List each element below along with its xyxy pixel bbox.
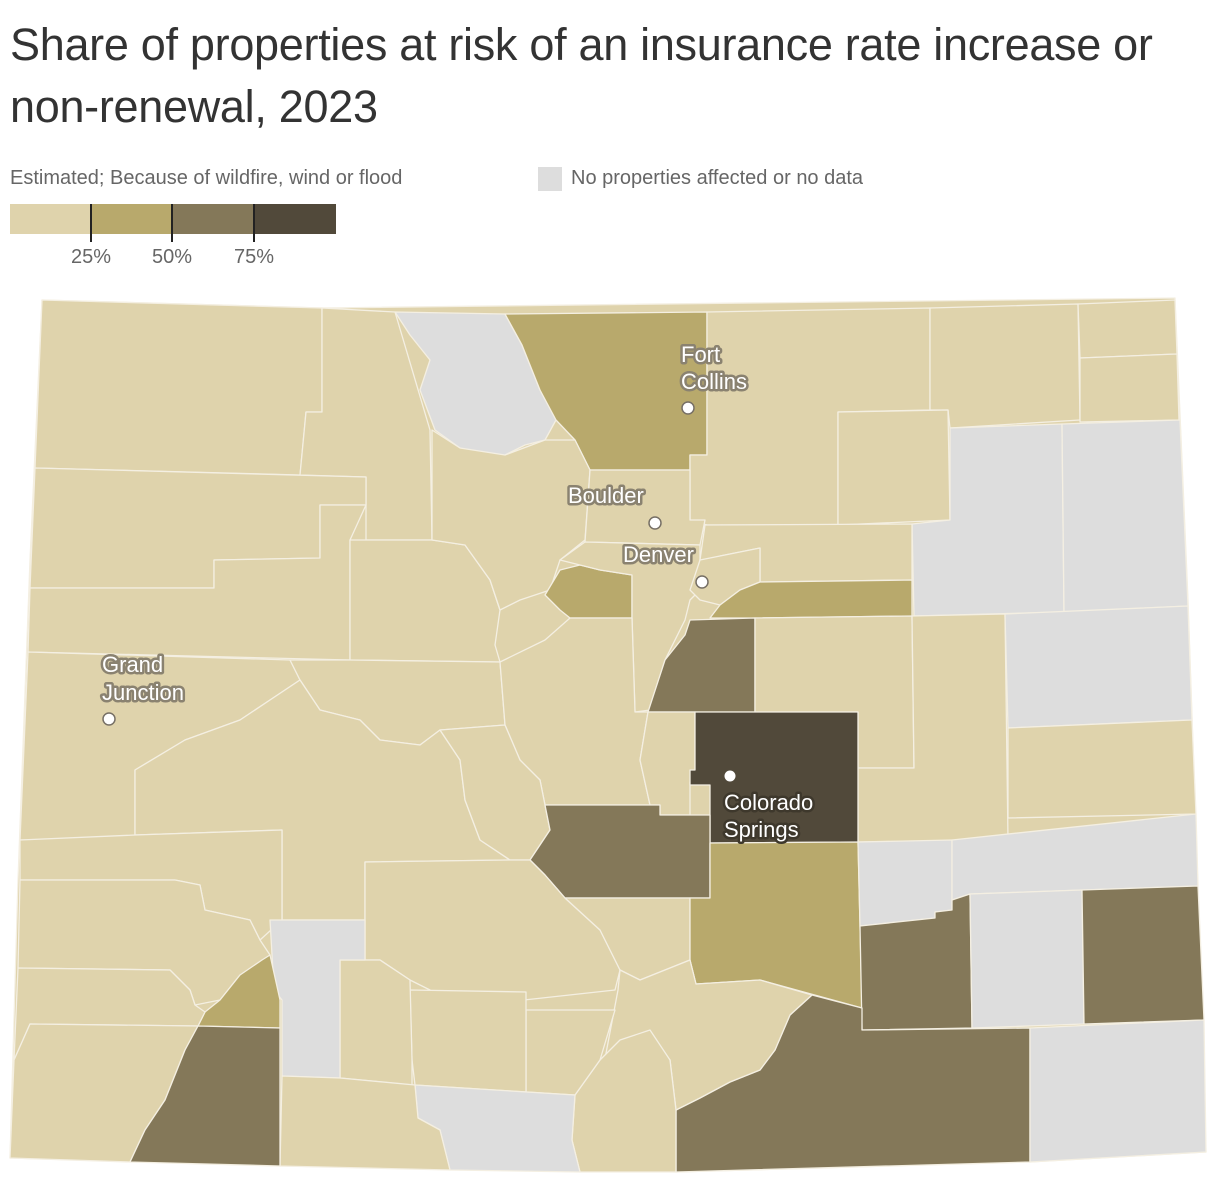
city-boulder: Boulder [566, 481, 662, 530]
tick-label-75: 75% [233, 246, 275, 268]
county-bent-no-data[interactable] [969, 889, 1085, 1029]
city-label-grand-junction-2: Junction [102, 680, 184, 705]
county-baca-no-data[interactable] [1029, 1019, 1207, 1163]
city-dot-icon [724, 770, 736, 782]
tick-label-50: 50% [151, 246, 193, 268]
city-dot-icon [681, 401, 695, 415]
city-label-fort-collins: Fort [681, 342, 720, 367]
no-data-swatch [538, 167, 562, 191]
county-yuma-no-data[interactable] [1061, 419, 1189, 613]
city-dot-icon [102, 712, 116, 726]
city-colorado-springs: Colorado Springs [722, 770, 816, 845]
scale-tick [253, 204, 255, 242]
county-kit-carson-no-data[interactable] [1004, 605, 1193, 729]
scale-tick [90, 204, 92, 242]
city-label-fort-collins-2: Collins [681, 369, 747, 394]
city-label-colorado-springs-2: Springs [724, 817, 799, 842]
city-grand-junction: Grand Junction [100, 650, 186, 726]
legend-subtitle: Estimated; Because of wildfire, wind or … [10, 167, 403, 189]
city-fort-collins: Fort Collins [679, 340, 750, 415]
county-cheyenne[interactable] [1007, 719, 1197, 819]
scale-bin-1 [10, 204, 92, 234]
chart-title: Share of properties at risk of an insura… [10, 19, 1153, 132]
scale-bin-2 [91, 204, 173, 234]
city-label-colorado-springs: Colorado [724, 790, 813, 815]
county-prowers[interactable] [1081, 885, 1205, 1025]
city-dot-icon [648, 516, 662, 530]
county-morgan[interactable] [837, 409, 951, 526]
county-fremont[interactable] [529, 804, 711, 899]
counties [9, 297, 1207, 1173]
city-label-boulder: Boulder [568, 483, 644, 508]
county-sedgwick[interactable] [1077, 299, 1178, 359]
county-archuleta[interactable] [279, 1075, 451, 1171]
county-phillips[interactable] [1079, 353, 1180, 423]
county-rio-grande[interactable] [409, 989, 527, 1093]
scale-tick [171, 204, 173, 242]
no-data-label: No properties affected or no data [571, 167, 864, 189]
county-logan[interactable] [929, 303, 1081, 429]
county-garfield[interactable] [27, 504, 367, 661]
county-el-paso[interactable] [689, 711, 859, 844]
city-dot-icon [695, 575, 709, 589]
city-label-denver: Denver [623, 542, 694, 567]
city-denver: Denver [621, 540, 709, 589]
county-mineral[interactable] [339, 959, 413, 1086]
tick-label-25: 25% [70, 246, 112, 268]
scale-bin-4 [254, 204, 336, 234]
county-la-plata[interactable] [129, 1025, 281, 1167]
color-scale [10, 204, 336, 234]
county-teller[interactable] [639, 711, 696, 816]
city-label-grand-junction: Grand [102, 652, 163, 677]
county-arapahoe[interactable] [709, 579, 913, 619]
county-moffat[interactable] [34, 299, 323, 476]
county-routt[interactable] [299, 307, 433, 541]
scale-bin-3 [173, 204, 255, 234]
